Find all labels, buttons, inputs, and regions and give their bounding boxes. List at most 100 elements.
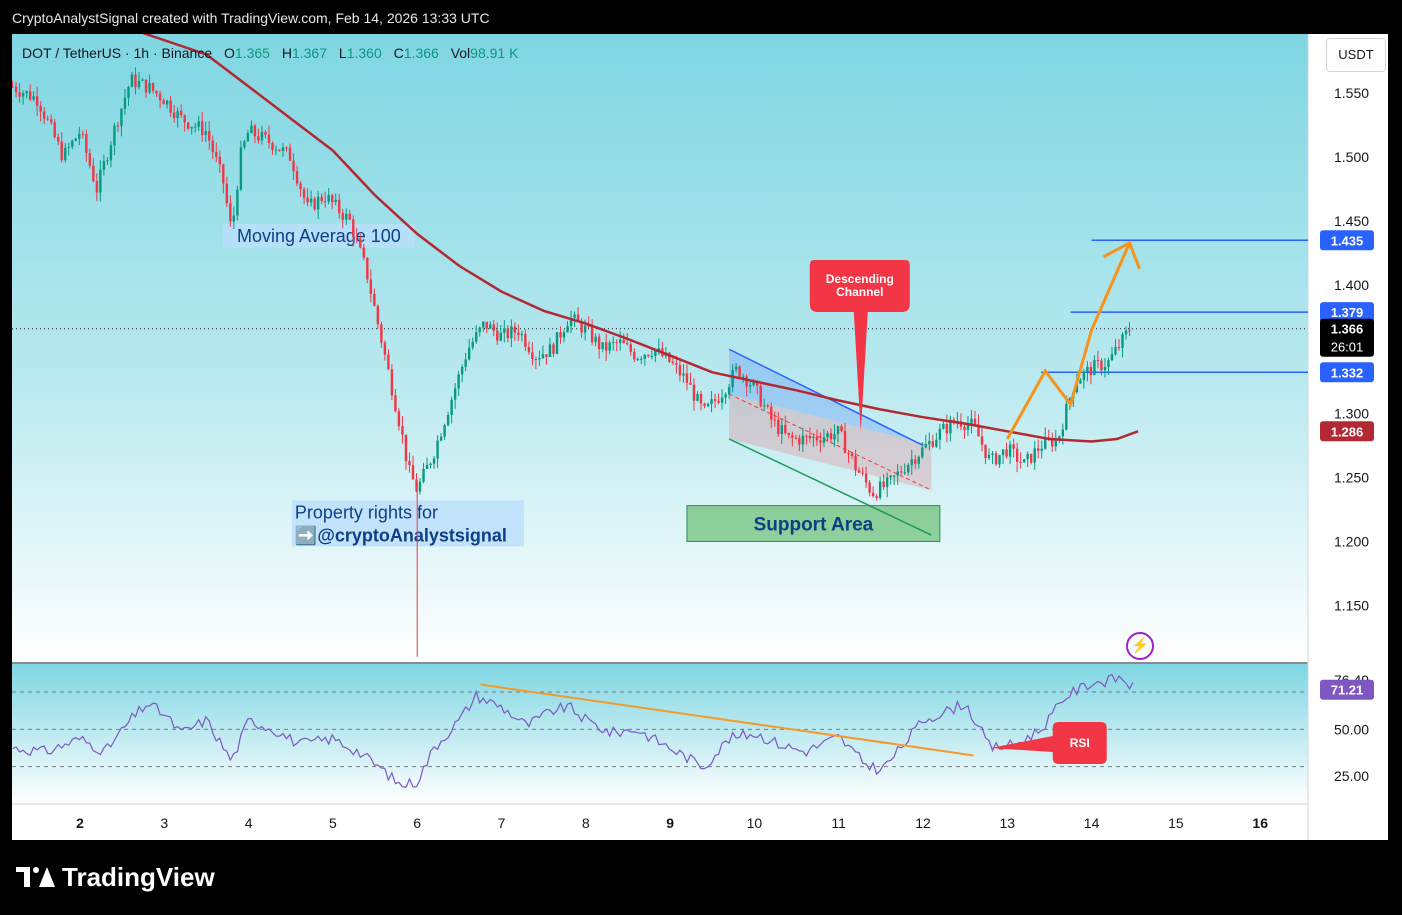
legend-low-value: 1.360	[346, 45, 382, 61]
time-axis-tick-label: 9	[666, 815, 674, 831]
time-axis-tick-label: 5	[329, 815, 337, 831]
time-axis-tick-label: 11	[831, 815, 846, 831]
time-axis-tick-label: 6	[413, 815, 421, 831]
candle-body	[798, 437, 801, 445]
candle-body	[25, 91, 28, 94]
candle-body	[373, 293, 376, 306]
tradingview-brand[interactable]: TradingView	[16, 862, 215, 893]
candle-body	[102, 161, 106, 170]
candle-body	[734, 366, 738, 370]
candle-body	[580, 321, 583, 333]
candle-body	[513, 326, 517, 333]
lightning-bolt-icon[interactable]: ⚡	[1126, 632, 1154, 660]
candle-body	[345, 213, 348, 220]
candle-body	[271, 142, 274, 150]
candle-body	[741, 376, 745, 378]
candle-body	[179, 110, 183, 116]
candle-body	[366, 257, 369, 280]
candle-body	[727, 387, 731, 395]
currency-button[interactable]: USDT	[1326, 38, 1386, 72]
candle-body	[590, 326, 594, 343]
candle-body	[1121, 334, 1124, 348]
candle-body	[243, 141, 246, 148]
chart-frame[interactable]: 1.5501.5001.4501.4001.3501.3001.2501.200…	[12, 34, 1388, 840]
candle-body	[134, 74, 137, 88]
candle-body	[524, 333, 527, 347]
candle-body	[278, 149, 281, 152]
channel-upper-fill	[729, 349, 932, 446]
candle-body	[1103, 367, 1107, 371]
candle-body	[1005, 449, 1008, 457]
candle-body	[942, 424, 945, 429]
candle-body	[387, 354, 390, 370]
candle-body	[436, 440, 439, 459]
candle-body	[587, 325, 590, 327]
candle-body	[657, 348, 661, 351]
candle-body	[397, 411, 401, 427]
candle-body	[668, 352, 671, 362]
price-level-tag-label: 1.379	[1331, 305, 1364, 320]
legend-symbol: DOT / TetherUS · 1h · Binance	[22, 45, 213, 61]
candle-body	[984, 444, 987, 459]
candle-body	[116, 125, 120, 127]
candle-body	[453, 388, 457, 400]
candle-body	[450, 399, 453, 416]
price-level-tag	[1320, 362, 1374, 383]
candle-body	[106, 160, 109, 162]
candle-body	[559, 332, 562, 338]
candle-body	[288, 147, 292, 161]
candle-body	[833, 433, 836, 440]
candle-body	[520, 333, 524, 336]
candle-body	[320, 196, 323, 202]
candle-body	[597, 336, 601, 350]
candle-body	[415, 479, 418, 492]
candle-body	[759, 385, 762, 407]
candle-body	[274, 149, 278, 151]
candle-body	[994, 453, 998, 465]
candle-body	[208, 131, 211, 141]
candle-body	[678, 364, 682, 376]
candle-body	[583, 325, 587, 333]
candle-body	[949, 419, 952, 434]
candle-body	[39, 105, 42, 112]
candle-body	[980, 436, 984, 445]
candle-body	[250, 125, 253, 134]
candle-body	[808, 435, 812, 439]
candle-body	[907, 464, 910, 473]
candle-body	[538, 358, 541, 360]
time-axis-tick-label: 16	[1252, 815, 1268, 831]
candle-body	[640, 358, 643, 360]
price-axis-tick-label: 1.250	[1334, 469, 1369, 485]
candle-body	[21, 93, 25, 97]
candle-body	[141, 79, 144, 81]
candle-body	[362, 247, 366, 258]
candle-body	[295, 171, 299, 184]
candle-body	[763, 405, 766, 407]
candle-body	[74, 138, 77, 141]
candle-body	[165, 100, 169, 105]
candle-body	[85, 133, 88, 154]
legend-low-label: L	[338, 45, 347, 61]
candle-body	[1022, 459, 1026, 463]
candle-body	[239, 147, 243, 190]
candle-body	[991, 453, 994, 455]
candle-body	[285, 147, 288, 149]
candle-body	[745, 376, 748, 387]
price-chart[interactable]: 1.5501.5001.4501.4001.3501.3001.2501.200…	[12, 34, 1388, 840]
candle-body	[1012, 444, 1015, 449]
candle-body	[689, 382, 692, 385]
candle-body	[724, 394, 727, 398]
time-axis-tick-label: 13	[1000, 815, 1016, 831]
candle-body	[931, 440, 935, 447]
candle-body	[380, 324, 383, 343]
candle-body	[836, 426, 840, 434]
candle-body	[313, 198, 316, 210]
candle-body	[608, 342, 611, 351]
candle-body	[850, 453, 854, 456]
price-axis-tick-label: 1.400	[1334, 277, 1369, 293]
candle-body	[633, 351, 636, 360]
candle-body	[685, 373, 689, 383]
candle-body	[418, 481, 422, 492]
candle-body	[527, 346, 531, 353]
candle-body	[457, 374, 460, 389]
